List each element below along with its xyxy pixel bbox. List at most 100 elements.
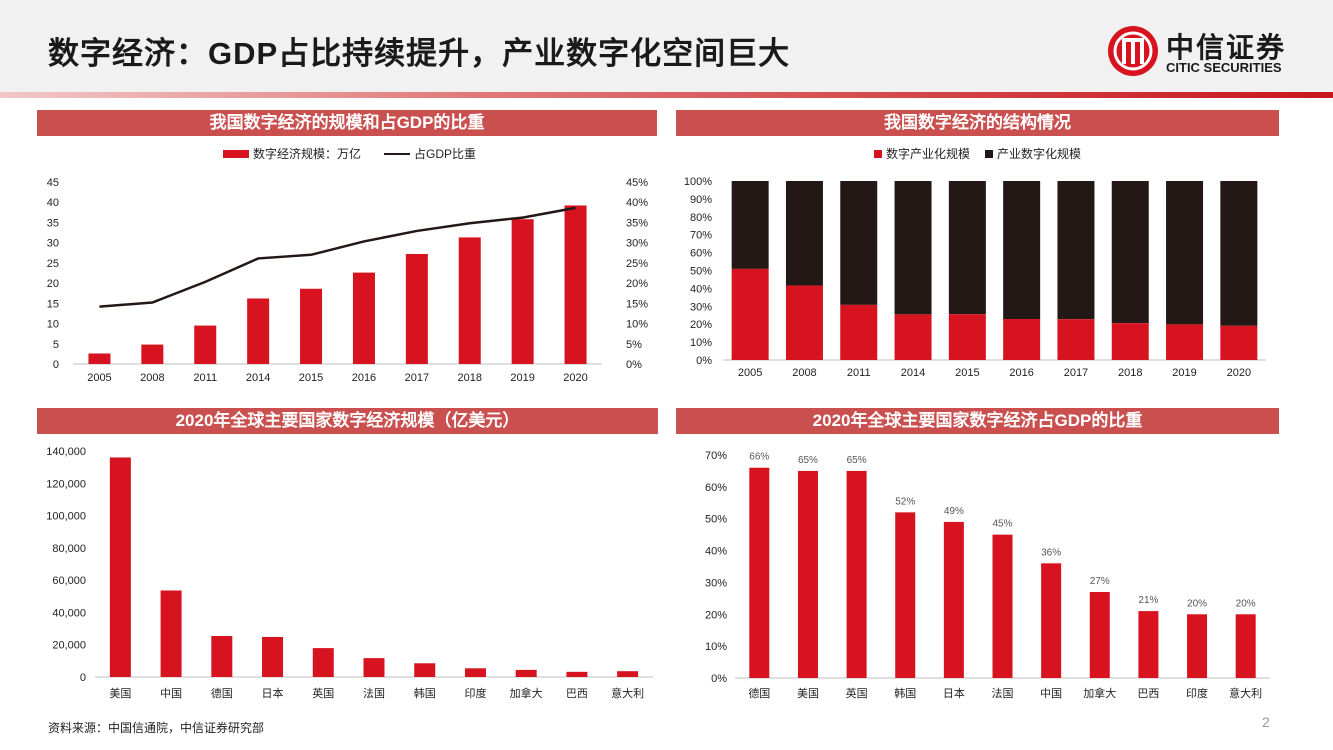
y-tick-label: 100% xyxy=(684,176,712,188)
y-tick-label: 90% xyxy=(690,194,712,206)
x-tick-label: 2005 xyxy=(87,372,111,384)
x-tick-label: 法国 xyxy=(992,686,1014,700)
y-tick-label: 40% xyxy=(705,546,727,558)
bar-scale xyxy=(564,205,587,364)
y-tick-label: 50% xyxy=(705,514,727,526)
x-tick-label: 印度 xyxy=(464,686,486,700)
data-label: 52% xyxy=(895,496,915,507)
y-tick-left-label: 10 xyxy=(47,319,59,331)
legend-swatch-industry-digital xyxy=(985,150,993,158)
citic-logo-icon xyxy=(1108,26,1158,76)
bar-industry-digital xyxy=(731,181,769,269)
y-tick-left-label: 0 xyxy=(53,359,59,371)
bar-country-scale xyxy=(464,668,486,677)
y-tick-right-label: 25% xyxy=(626,258,648,270)
x-tick-label: 2014 xyxy=(246,372,270,384)
y-tick-right-label: 30% xyxy=(626,238,648,250)
x-tick-label: 意大利 xyxy=(1229,686,1262,700)
bar-scale xyxy=(405,253,428,364)
panel-global-share: 2020年全球主要国家数字经济占GDP的比重 0% 10% 20% 30% 40% 50%… xyxy=(676,408,1279,708)
bar-industry-digital xyxy=(948,181,986,315)
bar-digital-industry xyxy=(1166,324,1204,360)
data-label: 49% xyxy=(944,506,964,517)
legend-label-scale-line: 占GDP比重 xyxy=(414,146,476,161)
data-label: 21% xyxy=(1138,595,1158,606)
header-divider xyxy=(0,92,1333,98)
bar-country-scale xyxy=(515,669,537,677)
bar-scale xyxy=(88,353,111,364)
x-tick-label: 韩国 xyxy=(894,686,916,700)
bar-country-scale xyxy=(617,671,639,677)
x-tick-label: 日本 xyxy=(262,686,284,700)
bar-scale xyxy=(458,237,481,364)
bar-country-share xyxy=(749,467,770,678)
x-tick-label: 法国 xyxy=(363,686,385,700)
panel-global-scale: 2020年全球主要国家数字经济规模（亿美元） 0 20,000 40,000 60,0… xyxy=(37,408,658,708)
data-label: 45% xyxy=(992,519,1012,530)
bar-digital-industry xyxy=(731,268,769,360)
x-tick-label: 加拿大 xyxy=(510,686,543,700)
chart-scale: 数字经济规模：万亿 占GDP比重 0 5 10 15 20 25 30 35 40 45 0% 5% 10%… xyxy=(47,146,648,384)
y-tick-left-label: 20 xyxy=(47,278,59,290)
y-tick-left-label: 5 xyxy=(53,339,59,351)
page-title: 数字经济：GDP占比持续提升，产业数字化空间巨大 xyxy=(48,36,791,71)
bar-scale xyxy=(194,325,217,364)
data-label: 66% xyxy=(749,452,769,463)
bar-digital-industry xyxy=(1111,323,1149,360)
bar-industry-digital xyxy=(1166,181,1204,325)
panel-scale-title: 我国数字经济的规模和占GDP的比重 xyxy=(37,110,657,136)
y-tick-right-label: 5% xyxy=(626,339,642,351)
panel-structure-title: 我国数字经济的结构情况 xyxy=(676,110,1279,136)
y-tick-left-label: 30 xyxy=(47,238,59,250)
x-tick-label: 2017 xyxy=(405,372,429,384)
bar-industry-digital xyxy=(1003,181,1041,320)
bar-industry-digital xyxy=(1220,181,1258,326)
data-label: 27% xyxy=(1090,576,1110,587)
y-tick-label: 80,000 xyxy=(52,543,86,555)
x-tick-label: 巴西 xyxy=(1137,688,1159,700)
y-tick-right-label: 40% xyxy=(626,197,648,209)
y-tick-right-label: 20% xyxy=(626,278,648,290)
x-tick-label: 中国 xyxy=(1040,687,1062,700)
bar-country-scale xyxy=(566,671,588,677)
x-tick-label: 中国 xyxy=(160,687,182,700)
bar-country-scale xyxy=(109,457,131,677)
company-logo: 中信证券 CITIC SECURITIES xyxy=(1106,24,1316,80)
bar-country-share xyxy=(1089,591,1110,678)
x-tick-label: 2015 xyxy=(299,372,323,384)
y-tick-label: 0 xyxy=(80,672,86,684)
y-tick-label: 70% xyxy=(690,230,712,242)
bar-scale xyxy=(352,272,375,364)
source-note: 资料来源：中国信通院，中信证券研究部 xyxy=(48,721,265,735)
bar-scale xyxy=(300,288,323,364)
bar-country-share xyxy=(846,470,867,678)
data-label: 36% xyxy=(1041,547,1061,558)
y-tick-label: 60,000 xyxy=(52,575,86,587)
panel-structure: 我国数字经济的结构情况 数字产业化规模 产业数字化规模 0% 10% 20% 30% 40%… xyxy=(676,110,1279,390)
bar-country-scale xyxy=(363,658,385,677)
bar-digital-industry xyxy=(1220,325,1258,360)
x-tick-label: 2020 xyxy=(1227,367,1251,379)
y-tick-label: 60% xyxy=(705,482,727,494)
x-tick-label: 2017 xyxy=(1064,367,1088,379)
bar-country-scale xyxy=(312,648,334,677)
y-tick-label: 0% xyxy=(711,673,727,685)
bar-industry-digital xyxy=(840,181,878,305)
bar-digital-industry xyxy=(840,304,878,360)
y-tick-label: 70% xyxy=(705,450,727,462)
bar-industry-digital xyxy=(1111,181,1149,324)
data-label: 20% xyxy=(1187,598,1207,609)
y-tick-left-label: 45 xyxy=(47,177,59,189)
y-tick-left-label: 25 xyxy=(47,258,59,270)
y-tick-label: 40% xyxy=(690,283,712,295)
page-number: 2 xyxy=(1262,714,1270,730)
x-tick-label: 英国 xyxy=(846,686,868,700)
bar-digital-industry xyxy=(785,285,823,360)
y-tick-left-label: 40 xyxy=(47,197,59,209)
x-tick-label: 2019 xyxy=(510,372,534,384)
x-tick-label: 2019 xyxy=(1172,367,1196,379)
legend-label-digital-industry: 数字产业化规模 xyxy=(886,146,970,161)
y-tick-label: 20,000 xyxy=(52,640,86,652)
x-tick-label: 意大利 xyxy=(611,686,644,700)
bar-scale xyxy=(247,298,270,364)
